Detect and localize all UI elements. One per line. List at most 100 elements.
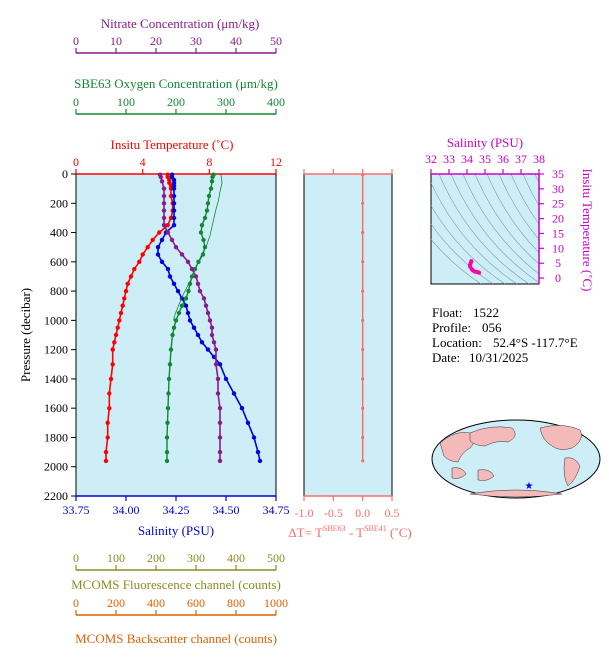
pressure-tick-label: 800 xyxy=(50,284,68,298)
delta-t-point xyxy=(361,406,365,410)
salinity-profile-point xyxy=(223,376,229,382)
delta-t-point xyxy=(361,173,365,177)
main-plot-panel xyxy=(75,173,277,497)
temperature-profile-point xyxy=(122,296,127,301)
salinity-profile-point xyxy=(159,259,165,264)
ts-x-tick-label: 36 xyxy=(497,152,509,166)
temperature-profile-point xyxy=(105,420,110,425)
ts-y-tick-label: 10 xyxy=(552,241,564,255)
salinity-profile-point xyxy=(205,347,211,352)
ts-x-tick-label: 37 xyxy=(515,152,527,166)
pressure-tick-label: 1200 xyxy=(44,343,68,357)
temperature-profile-point xyxy=(112,340,117,345)
ts-x-tick-label: 32 xyxy=(425,152,437,166)
salinity-profile-point xyxy=(175,288,181,294)
pressure-tick-label: 200 xyxy=(50,196,68,210)
delta-t-point xyxy=(361,348,365,352)
ts-isopycnal xyxy=(438,174,530,284)
salinity-tick-label: 34.00 xyxy=(113,503,140,517)
oxygen-profile-point xyxy=(202,215,208,221)
nitrate-profile-point xyxy=(185,259,191,264)
oxygen-profile-point xyxy=(176,310,182,316)
ts-x-tick-label: 33 xyxy=(443,152,455,166)
backscatter-tick-label: 600 xyxy=(187,596,205,610)
ts-isopycnal xyxy=(486,174,539,253)
salinity-profile-point xyxy=(183,303,189,308)
pressure-tick-label: 1400 xyxy=(44,372,68,386)
fluorescence-axis-title: MCOMS Fluorescence channel (counts) xyxy=(71,577,281,592)
nitrate-profile-point xyxy=(161,208,167,213)
salinity-profile-point xyxy=(171,281,177,286)
salinity-profile-point xyxy=(255,449,261,455)
salinity-axis: 33.75 34.00 34.25 34.50 34.75 xyxy=(63,496,290,517)
oxygen-profile-point xyxy=(165,406,171,411)
salinity-profile-point xyxy=(211,354,217,360)
map-landmass-australia xyxy=(477,469,495,481)
salinity-profile-point xyxy=(165,266,171,272)
world-map: ★ xyxy=(431,419,601,499)
oxygen-raw-trace xyxy=(173,174,223,321)
ts-temperature-title: Insitu Temperature (˚C) xyxy=(580,168,595,291)
ts-isopycnal xyxy=(450,174,539,283)
nitrate-profile-point xyxy=(173,245,179,250)
ts-series-group xyxy=(467,259,482,275)
nitrate-tick-label: 30 xyxy=(190,34,202,48)
backscatter-tick-label: 200 xyxy=(107,596,125,610)
oxygen-tick-label: 200 xyxy=(167,95,185,109)
delta-t-axis: -1.0 -0.5 0.0 0.5 xyxy=(295,169,400,520)
oxygen-tick-label: 300 xyxy=(217,95,235,109)
map-landmass-asia xyxy=(439,432,475,463)
nitrate-profile-point xyxy=(209,325,215,330)
oxygen-profile-point xyxy=(168,347,174,352)
map-landmass-antarctica xyxy=(469,489,563,498)
delta-t-point xyxy=(361,318,365,322)
oxygen-tick-label: 100 xyxy=(117,95,135,109)
ts-isopycnal xyxy=(522,174,539,207)
temperature-profile-point xyxy=(117,318,122,323)
nitrate-profile-point xyxy=(217,420,223,425)
nitrate-axis-title: Nitrate Concentration (μm/kg) xyxy=(101,16,260,31)
pressure-tick-label: 2200 xyxy=(44,489,68,503)
salinity-profile-point xyxy=(155,252,161,257)
nitrate-profile-point xyxy=(205,310,211,316)
delta-t-tick-label: 0.5 xyxy=(385,506,400,520)
location-label: Location: xyxy=(432,335,482,350)
nitrate-profile-point xyxy=(165,230,171,235)
nitrate-profile-point xyxy=(209,332,215,338)
salinity-tick-label: 33.75 xyxy=(63,503,90,517)
oxygen-profile-point xyxy=(173,318,179,323)
pressure-tick-label: 1800 xyxy=(44,430,68,444)
delta-t-axis-title: ΔT= TSBE63 - TSBE41 (˚C) xyxy=(288,524,411,540)
fluorescence-tick-label: 300 xyxy=(187,551,205,565)
salinity-profile-point xyxy=(251,435,257,440)
temperature-profile-point xyxy=(123,288,129,294)
oxygen-tick-label: 400 xyxy=(267,95,285,109)
nitrate-profile-line xyxy=(159,174,221,461)
ts-y-tick-label: 0 xyxy=(555,271,561,285)
temperature-profile-point xyxy=(105,435,110,440)
delta-t-tick-label: 0.0 xyxy=(355,506,370,520)
float-label: Float: xyxy=(432,305,462,320)
temperature-axis-title: Insitu Temperature (˚C) xyxy=(110,137,233,152)
ts-isopycnals xyxy=(431,174,539,284)
pressure-axis: 0 200 400 600 800 1000 1200 1400 1600 1800 2000 220… xyxy=(44,167,76,503)
nitrate-profile-point xyxy=(159,179,165,184)
salinity-profile-point xyxy=(171,201,177,206)
ts-isopycnal xyxy=(498,174,539,240)
nitrate-tick-label: 10 xyxy=(110,34,122,48)
nitrate-profile-point xyxy=(211,340,217,345)
salinity-profile-point xyxy=(171,208,177,213)
ts-x-tick-label: 34 xyxy=(461,152,473,166)
temperature-profile-point xyxy=(103,458,109,464)
ts-x-tick-label: 38 xyxy=(533,152,545,166)
nitrate-profile-point xyxy=(195,281,201,286)
oxygen-profile-point xyxy=(167,362,173,367)
salinity-tick-label: 34.50 xyxy=(213,503,240,517)
nitrate-axis: 0 10 20 30 40 50 xyxy=(73,34,282,54)
ts-isopycnal xyxy=(534,174,539,184)
delta-t-tick-label: -1.0 xyxy=(295,506,314,520)
nitrate-profile-point xyxy=(161,186,167,191)
date-label: Date: xyxy=(432,350,460,365)
oxygen-profile-point xyxy=(199,223,205,228)
